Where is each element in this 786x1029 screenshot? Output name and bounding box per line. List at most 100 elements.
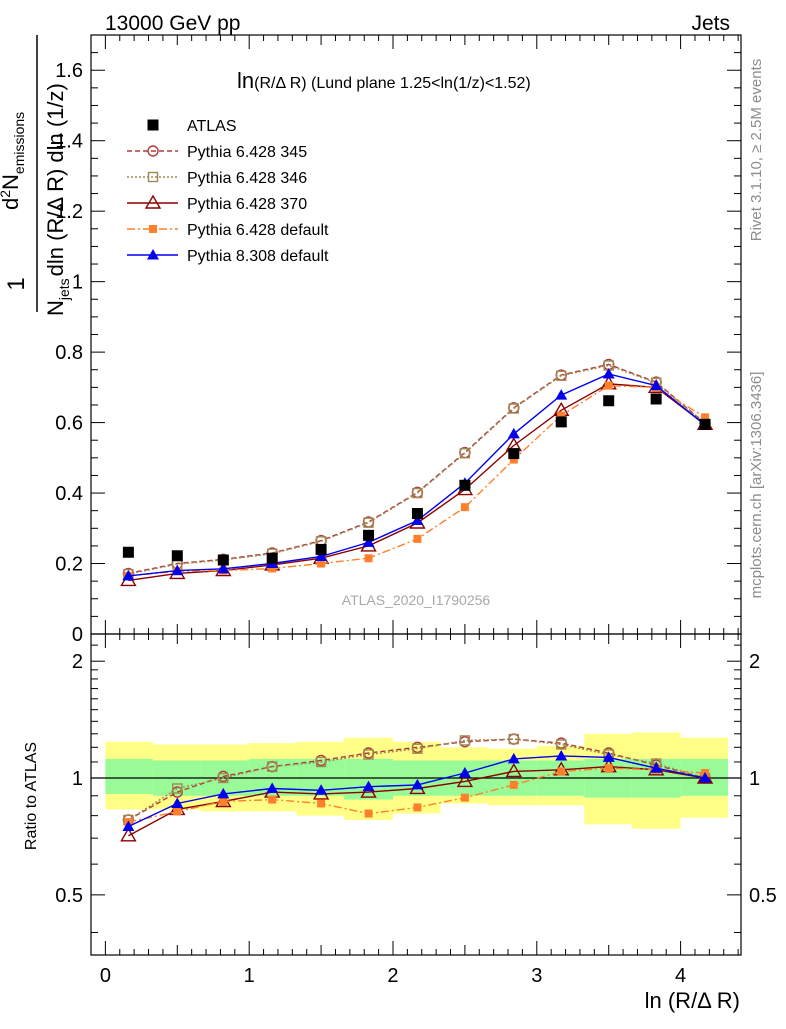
- main-series-py6def: [124, 381, 710, 580]
- main-point-py8def: [650, 379, 663, 391]
- legend-label-py345: Pythia 6.428 345: [187, 144, 307, 161]
- ratio-point-py8def: [458, 767, 471, 778]
- legend-label-atlas: ATLAS: [187, 118, 237, 135]
- legend: ATLAS Pythia 6.428 345 Pythia 6.428 346 Pyt…: [127, 118, 329, 265]
- main-y-tick-label: 0.4: [55, 483, 83, 505]
- ylabel-d2: d2Nemissions: [0, 112, 27, 210]
- mcplots-label: mcplots.cern.ch [arXiv:1306.3436]: [748, 372, 765, 599]
- ratio-point-py346: [363, 749, 374, 760]
- main-point-py6def: [604, 381, 613, 390]
- main-point-py346: [412, 487, 423, 499]
- main-y-tick-label: 1.6: [55, 60, 83, 82]
- ratio-point-py6def: [460, 793, 469, 802]
- ratio-y-tick-label: 0.5: [55, 885, 83, 907]
- ratio-point-py346: [412, 743, 423, 754]
- main-point-py8def: [315, 550, 328, 561]
- ratio-point-py346: [266, 761, 278, 772]
- x-tick-label: 3: [531, 965, 542, 987]
- legend-entry-py345: Pythia 6.428 345: [127, 144, 307, 161]
- plot-title: ln(R/Δ R) (Lund plane 1.25<ln(1/z)<1.52): [237, 68, 531, 93]
- legend-entry-atlas: ATLAS: [147, 118, 237, 135]
- ratio-point-py8def: [411, 778, 424, 790]
- rivet-label: Rivet 3.1.10, ≥ 2.5M events: [748, 59, 765, 242]
- legend-marker-atlas: [147, 119, 159, 131]
- x-tick-label: 1: [244, 965, 255, 987]
- ratio-point-py6def: [509, 780, 518, 789]
- main-point-atlas: [508, 448, 520, 460]
- main-y-axis-label: 1 d2Nemissions Njetsdln (R/Δ R) dln (1/z…: [0, 35, 72, 316]
- main-point-py8def: [362, 536, 375, 547]
- main-point-atlas: [122, 546, 134, 558]
- ratio-point-py370: [505, 763, 523, 778]
- main-point-py346: [508, 403, 519, 414]
- ratio-point-py346: [218, 772, 229, 784]
- ratio-point-py370: [456, 773, 474, 788]
- main-point-py8def: [217, 562, 230, 574]
- main-point-py6def: [557, 411, 566, 420]
- main-point-py6def: [509, 455, 518, 464]
- legend-entry-py8def: Pythia 8.308 default: [127, 248, 329, 265]
- legend-entry-py370: Pythia 6.428 370: [127, 194, 307, 213]
- ratio-point-py6def: [557, 767, 566, 776]
- main-point-py346: [363, 517, 374, 528]
- legend-marker-py345: [147, 145, 159, 157]
- ratio-point-py346: [459, 735, 471, 746]
- main-series-py345: [122, 358, 711, 580]
- main-point-py6def: [460, 503, 469, 512]
- main-point-py6def: [364, 554, 373, 563]
- ratio-point-py8def: [650, 762, 663, 773]
- ratio-point-py8def: [266, 782, 279, 793]
- ratio-point-py8def: [555, 749, 568, 761]
- main-point-atlas: [266, 552, 278, 564]
- main-point-py8def: [122, 569, 135, 581]
- ratio-frame: [90, 633, 742, 956]
- ratio-point-py346: [172, 783, 183, 794]
- main-line-py8def: [128, 373, 706, 577]
- ratio-series-py8def: [122, 749, 712, 832]
- main-y-tick-label: 0.6: [55, 413, 83, 435]
- main-series-py370: [120, 375, 714, 587]
- ratio-axis-ticks: 0.5 0.5 1 1 2 2 0 1 2 3 4: [55, 633, 777, 987]
- ratio-point-py346: [315, 756, 327, 768]
- ratio-point-py346: [508, 733, 519, 745]
- ratio-line-py346: [128, 738, 706, 821]
- ratio-y-tick-label-right: 1: [749, 768, 760, 790]
- main-point-atlas: [699, 418, 711, 430]
- ratio-series-py6def: [124, 764, 710, 827]
- main-axis-ticks: 0 0.2 0.4 0.6 0.8 1 1.2 1.4 1.6: [55, 34, 741, 646]
- ratio-point-py8def: [315, 784, 328, 795]
- legend-label-py6def: Pythia 6.428 default: [187, 222, 329, 239]
- ylabel-denominator: Njetsdln (R/Δ R) dln (1/z): [43, 83, 72, 316]
- main-point-atlas: [363, 529, 375, 541]
- ratio-uncertainty-bands: [91, 732, 741, 829]
- header-energy: 13000 GeV pp: [105, 12, 240, 35]
- legend-label-py346: Pythia 6.428 346: [187, 170, 307, 187]
- header-process: Jets: [691, 12, 730, 35]
- ratio-point-py6def: [317, 799, 326, 808]
- ratio-series-layer: [120, 733, 714, 842]
- main-point-py8def: [411, 514, 424, 526]
- main-series-py346: [123, 360, 711, 580]
- main-y-tick-label: 1.2: [55, 201, 83, 223]
- ratio-point-py8def: [171, 797, 184, 808]
- ratio-point-py8def: [699, 772, 712, 783]
- legend-label-py370: Pythia 6.428 370: [187, 196, 307, 213]
- ratio-point-py6def: [268, 795, 277, 804]
- ratio-point-py346: [556, 739, 567, 750]
- ratio-point-py6def: [604, 764, 613, 773]
- main-y-tick-label: 1.4: [55, 131, 83, 153]
- analysis-watermark: ATLAS_2020_I1790256: [342, 592, 491, 608]
- legend-marker-py6def: [149, 225, 157, 233]
- main-point-atlas: [603, 395, 615, 407]
- main-y-tick-label: 0.8: [55, 342, 83, 364]
- x-tick-label: 4: [675, 965, 686, 987]
- ratio-inner-band: [344, 758, 393, 800]
- legend-marker-py370: [144, 194, 162, 209]
- ratio-point-py6def: [413, 803, 422, 812]
- x-axis-label: ln (R/Δ R): [645, 988, 740, 1013]
- legend-entry-py6def: Pythia 6.428 default: [127, 222, 329, 239]
- ratio-y-tick-label: 2: [72, 651, 83, 673]
- main-line-py6def: [128, 384, 706, 577]
- main-point-py6def: [317, 559, 326, 568]
